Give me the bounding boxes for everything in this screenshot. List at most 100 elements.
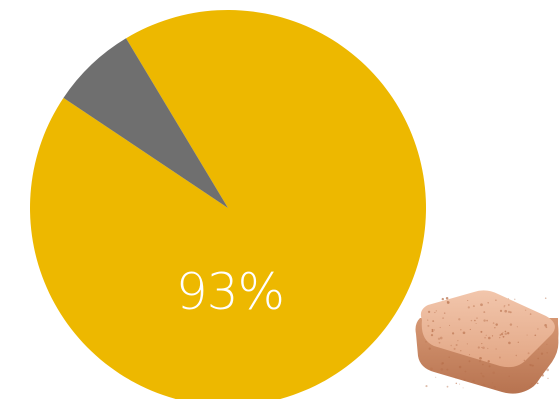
tablet-speckle [472,305,475,308]
tablet-speckle [482,346,485,350]
tablet-speckle [481,346,483,349]
tablet-speckle [455,376,458,379]
tablet-speckle [442,317,445,320]
tablet-speckle [488,336,491,340]
tablet-speckle [453,347,456,350]
tablet-speckle [431,330,434,333]
tablet-speckle [491,382,494,384]
tablet-speckle [480,330,483,333]
tablet-speckle [517,341,520,344]
tablet-speckle [435,310,437,312]
tablet-speckle [504,330,507,333]
tablet-speckle [508,375,510,378]
tablet-speckle [425,340,427,343]
tablet-speckle [483,311,486,314]
tablet-speckle [537,357,540,360]
pie-slice-93 [30,10,426,399]
tablet-speckle [441,297,444,301]
tablet-speckle [504,309,508,313]
tablet-speckle [437,337,441,340]
data-label-93: 93% [175,263,285,321]
tablet-speckle [469,328,471,331]
tablet-speckle [430,367,433,371]
tablet-speckle [495,348,497,350]
tablet-speckle [500,333,504,336]
tablet-speckle [478,359,482,363]
tablet-speckle [531,383,533,385]
tablet-speckle [515,354,518,357]
tablet-speckle [495,299,497,301]
tablet-speckle [476,317,478,319]
tablet-speckle [502,335,505,338]
tablet-speckle [463,378,466,381]
tablet-speckle [538,348,540,350]
tablet-speckle [534,334,537,337]
tablet-speckles [425,297,550,389]
tablet-speckle [472,379,475,383]
tablet-speckle [455,382,458,385]
tablet-speckle [428,347,431,350]
tablet-speckle [427,319,429,321]
tablet-speckle [448,356,450,358]
tablet-speckle [432,320,435,323]
tablet-speckle [503,304,506,307]
tablet-speckle [446,368,449,371]
tablet-speckle [427,324,430,327]
tablet-speckle [457,340,459,342]
tablet-speckle [526,334,528,336]
tablet-speckle [439,336,443,340]
tablet-speckle [460,328,462,331]
tablet-speckle [502,332,504,334]
tablet-speckle [474,319,476,322]
tablet-speckle [481,343,483,345]
tablet-speckle [509,323,513,326]
tablet-speckle [495,323,498,326]
tablet-speckle [504,332,508,335]
tablet-speckle [507,303,510,306]
tablet-speckle [541,374,544,377]
tablet-speckle [546,352,548,354]
tablet-speckle [455,343,458,347]
tablet-speckle [482,383,486,387]
tablet-speckle [487,347,489,350]
tablet-speckle [516,326,518,328]
tablet-speckle [514,298,516,300]
tablet-speckle [540,352,544,355]
tablet-speckle [446,300,448,302]
pie-slice-7 [63,38,228,208]
tablet-speckle [524,309,527,311]
tablet-speckle [438,341,441,344]
tablet-speckle [440,368,444,371]
tablet-speckle [546,343,548,345]
tablet-speckle [427,310,431,314]
tablet-speckle [425,385,428,388]
tablet-speckle [503,306,505,308]
tablet-speckle [492,322,495,324]
tablet-speckle [443,312,446,314]
tablet-speckle [499,337,501,339]
tablet-speckle [486,319,488,322]
tablet-speckle [544,324,547,327]
tablet-speckle [487,301,489,304]
tablet-speckle [529,385,532,388]
tablet-speckle [509,311,512,314]
tablet-speckle [529,313,532,315]
tablet-speckle [435,376,437,378]
tablet-speckle [470,319,473,322]
tablet-speckle [507,310,511,314]
tablet-speckle [431,328,434,331]
tablet-speckle [530,364,533,367]
tablet-speckle [499,309,503,313]
tablet-speckle [468,354,471,356]
tablet-speckle [468,360,471,363]
tablet-speckle [494,327,496,329]
tablet-speckle [491,335,494,337]
tablet-speckle [527,352,530,355]
tablet-speckle [536,382,539,385]
tablet-speckle [458,365,462,369]
tablet-speckle [545,326,548,329]
tablet-speckle [446,301,450,304]
tablet-speckle [479,356,482,360]
